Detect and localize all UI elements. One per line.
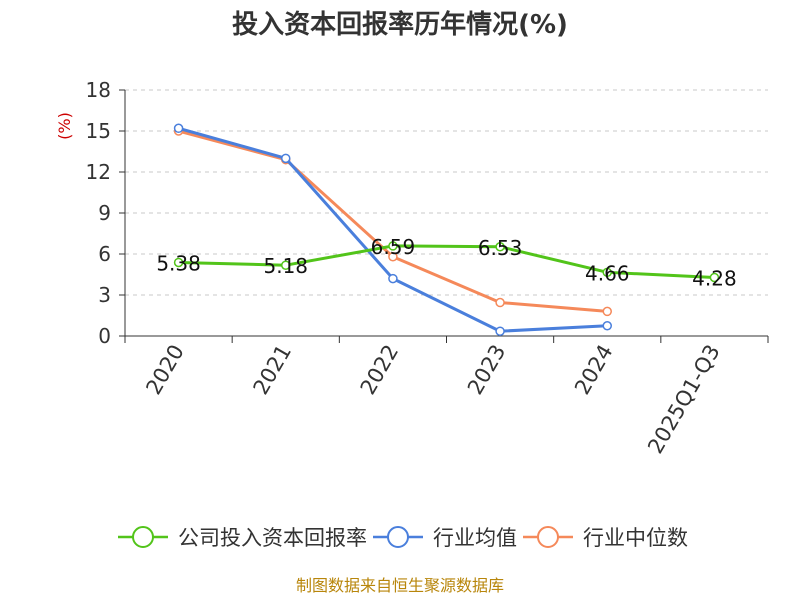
y-tick-label: 15 xyxy=(86,119,111,143)
data-point xyxy=(602,306,612,317)
data-label: 4.66 xyxy=(585,261,630,285)
data-point xyxy=(388,251,398,262)
data-point xyxy=(173,123,184,134)
data-point xyxy=(281,153,291,164)
series-line xyxy=(178,126,608,333)
x-tick-label: 2024 xyxy=(570,341,618,399)
data-point xyxy=(173,257,184,268)
data-point xyxy=(602,321,612,331)
y-tick-label: 9 xyxy=(98,201,111,225)
x-tick-label: 2023 xyxy=(463,341,511,399)
data-label: 5.18 xyxy=(263,254,308,278)
legend-label: 行业均值 xyxy=(433,526,517,550)
x-tick-label: 2020 xyxy=(141,341,189,399)
data-label: 5.38 xyxy=(156,251,201,275)
source-note: 制图数据来自恒生聚源数据库 xyxy=(295,576,504,595)
y-axis-label: (%) xyxy=(55,112,74,140)
series-line xyxy=(178,244,715,280)
data-point xyxy=(388,241,398,251)
series-line xyxy=(178,129,608,313)
data-label: 6.59 xyxy=(371,235,416,259)
chart-title: 投入资本回报率历年情况(%) xyxy=(232,10,568,40)
data-point xyxy=(495,242,505,252)
legend-marker xyxy=(537,526,559,548)
data-point xyxy=(495,297,505,308)
legend-label: 行业中位数 xyxy=(583,526,688,550)
legend-label: 公司投入资本回报率 xyxy=(178,526,367,550)
data-label: 6.53 xyxy=(478,236,523,260)
data-point xyxy=(388,273,398,284)
legend-marker xyxy=(132,526,154,548)
y-tick-label: 18 xyxy=(86,78,111,102)
data-label: 4.28 xyxy=(692,267,737,291)
x-tick-label: 2022 xyxy=(356,341,404,399)
y-tick-label: 0 xyxy=(98,324,111,348)
data-point xyxy=(495,326,505,336)
y-tick-label: 6 xyxy=(98,242,111,266)
x-tick-label: 2025Q1-Q3 xyxy=(643,341,725,458)
y-tick-label: 12 xyxy=(86,160,111,184)
data-point xyxy=(281,260,291,270)
x-tick-label: 2021 xyxy=(249,341,297,399)
data-point xyxy=(709,272,720,283)
data-point xyxy=(602,267,612,278)
y-tick-label: 3 xyxy=(98,283,111,307)
legend-marker xyxy=(387,526,409,548)
